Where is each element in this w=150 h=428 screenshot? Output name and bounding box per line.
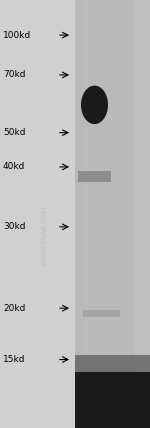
Text: 40kd: 40kd [3, 162, 25, 172]
Text: 70kd: 70kd [3, 70, 26, 80]
Bar [135, 0, 150, 428]
Bar [75, 0, 150, 428]
Text: 50kd: 50kd [3, 128, 26, 137]
Ellipse shape [81, 86, 108, 124]
Bar [75, 372, 150, 428]
Text: 100kd: 100kd [3, 30, 31, 40]
Bar [82, 310, 120, 317]
Text: 20kd: 20kd [3, 303, 25, 313]
Text: 30kd: 30kd [3, 222, 26, 232]
Text: 15kd: 15kd [3, 355, 26, 364]
Bar [75, 355, 150, 372]
Bar [78, 171, 111, 182]
Bar [82, 0, 135, 428]
Bar [0, 0, 75, 428]
Text: WWW.TGAB.COM: WWW.TGAB.COM [42, 205, 48, 265]
